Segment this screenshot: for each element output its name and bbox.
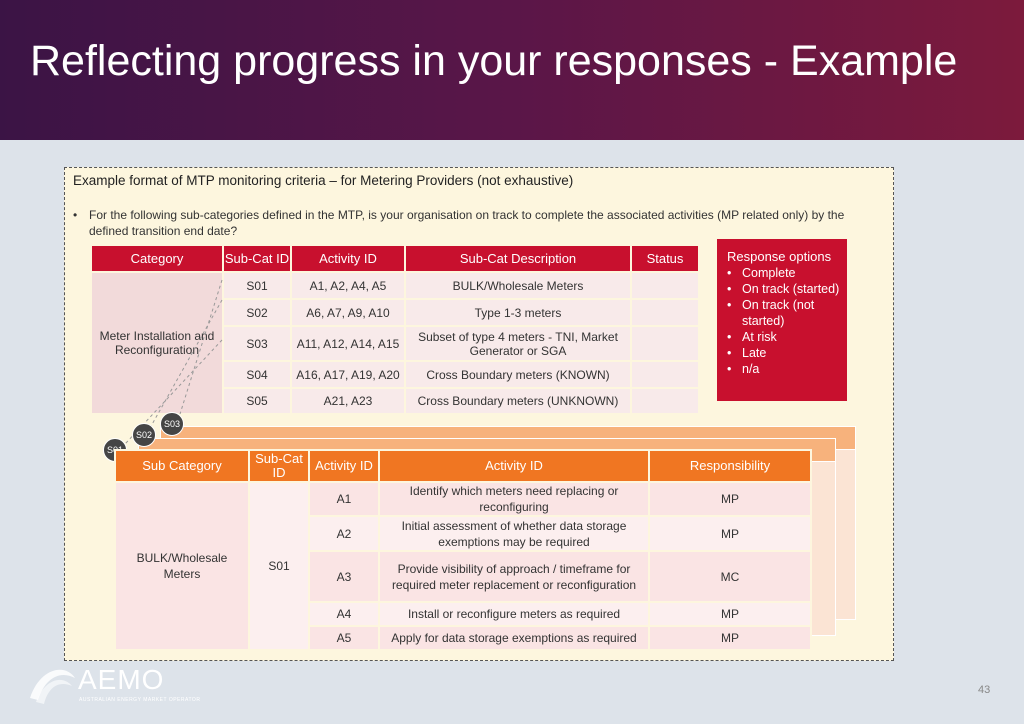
table-row: S03 A11, A12, A14, A15 Subset of type 4 … [91,325,700,362]
header-subcat-id: Sub-Cat ID [222,244,292,273]
subcat-id-cell: S02 [222,298,292,327]
description-cell: Cross Boundary meters (UNKNOWN) [404,387,632,415]
subcat-id-cell: S05 [222,387,292,415]
table-row: A5 Apply for data storage exemptions as … [115,625,812,651]
slide-header [0,0,1024,140]
activity-id-cell: A4 [308,601,380,627]
header-activity-id: Activity ID [290,244,406,273]
sheet-tab-s03[interactable]: S03 [160,412,184,436]
activity-id-cell: A16, A17, A19, A20 [290,360,406,389]
activity-id-cell: A21, A23 [290,387,406,415]
slide-title: Reflecting progress in your responses - … [30,37,958,85]
status-cell[interactable] [630,271,700,300]
table-row: Meter Installation and Reconfiguration S… [90,271,700,415]
description-cell: BULK/Wholesale Meters [404,271,632,300]
list-item: • Complete [727,266,796,280]
responsibility-cell: MP [648,601,812,627]
response-options-panel: Response options • Complete • On track (st… [717,239,847,401]
bullet-dot: • [73,208,78,222]
logo-tagline: AUSTRALIAN ENERGY MARKET OPERATOR [79,697,201,703]
table-row: S04 A16, A17, A19, A20 Cross Boundary me… [91,360,700,389]
activity-id-cell: A1 [308,481,380,517]
header-activity: Activity ID [378,449,650,483]
logo-name: AEMO [78,664,165,695]
activity-cell: Install or reconfigure meters as require… [378,601,650,627]
activity-id-cell: A11, A12, A14, A15 [290,325,406,362]
header-category: Category [90,244,224,273]
activity-id-cell: A5 [308,625,380,651]
header-status: Status [630,244,700,273]
activity-cell: Provide visibility of approach / timefra… [378,550,650,603]
question-text: For the following sub-categories defined… [89,208,845,238]
response-options-title: Response options [727,249,832,264]
table-row: S02 A6, A7, A9, A10 Type 1-3 meters [91,298,700,327]
sub-category-cell: BULK/Wholesale Meters [114,481,250,651]
responsibility-cell: MC [648,550,812,603]
description-cell: Cross Boundary meters (KNOWN) [404,360,632,389]
header-subcat-id: Sub-Cat ID [248,449,310,483]
status-cell[interactable] [630,298,700,327]
subcat-id-cell: S01 [248,481,310,651]
responsibility-cell: MP [648,515,812,552]
activity-id-cell: A3 [308,550,380,603]
list-item: • Late [727,346,767,360]
description-cell: Type 1-3 meters [404,298,632,327]
question-bullet: • For the following sub-categories defin… [73,207,873,239]
activity-cell: Initial assessment of whether data stora… [378,515,650,552]
aemo-logo-mark [30,669,75,704]
list-item: • At risk [727,330,777,344]
responsibility-cell: MP [648,625,812,651]
header-activity-id: Activity ID [308,449,380,483]
response-options-list: • Complete • On track (started) • On track … [727,265,842,377]
activity-id-cell: A2 [308,515,380,552]
subcat-id-cell: S01 [222,271,292,300]
activity-table: Sub Category Sub-Cat ID Activity ID Acti… [114,449,812,651]
criteria-table: Category Sub-Cat ID Activity ID Sub-Cat … [90,244,700,415]
list-item: • On track (not started) [727,298,815,328]
status-cell[interactable] [630,387,700,415]
subcat-id-cell: S04 [222,360,292,389]
status-cell[interactable] [630,325,700,362]
list-item: • n/a [727,362,760,376]
table-row: BULK/Wholesale Meters S01 A1 Identify wh… [114,481,812,651]
table-row: A2 Initial assessment of whether data st… [115,515,812,552]
activity-cell: Apply for data storage exemptions as req… [378,625,650,651]
description-cell: Subset of type 4 meters - TNI, Market Ge… [404,325,632,362]
status-cell[interactable] [630,360,700,389]
activity-cell: Identify which meters need replacing or … [378,481,650,517]
box-heading: Example format of MTP monitoring criteri… [73,173,574,188]
subcat-id-cell: S03 [222,325,292,362]
activity-id-cell: A1, A2, A4, A5 [290,271,406,300]
page-number: 43 [978,684,991,696]
header-responsibility: Responsibility [648,449,812,483]
list-item: • On track (started) [727,282,840,296]
activity-id-cell: A6, A7, A9, A10 [290,298,406,327]
table-row: A3 Provide visibility of approach / time… [115,550,812,603]
sheet-tab-s02[interactable]: S02 [132,423,156,447]
header-subcat-description: Sub-Cat Description [404,244,632,273]
header-sub-category: Sub Category [114,449,250,483]
table-row: S05 A21, A23 Cross Boundary meters (UNKN… [91,387,700,415]
table-row: A4 Install or reconfigure meters as requ… [115,601,812,627]
responsibility-cell: MP [648,481,812,517]
category-cell: Meter Installation and Reconfiguration [90,271,224,415]
